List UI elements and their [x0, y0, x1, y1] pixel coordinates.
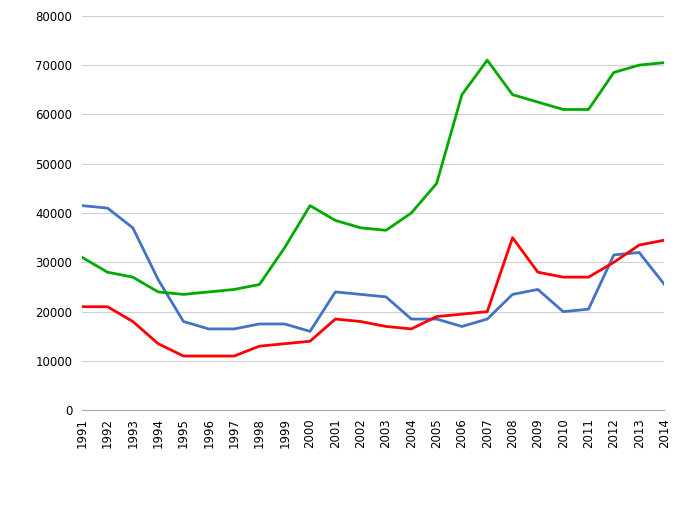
Tertiary: [78, 254, 86, 260]
Secondary I: [306, 328, 314, 335]
Secondary I: [78, 203, 86, 209]
Secondary I: [534, 286, 542, 292]
Secondary II: [230, 353, 238, 359]
Tertiary: [635, 62, 643, 68]
Tertiary: [432, 180, 440, 187]
Secondary I: [357, 291, 365, 298]
Secondary II: [432, 313, 440, 320]
Tertiary: [458, 92, 466, 98]
Tertiary: [508, 92, 516, 98]
Secondary II: [129, 318, 137, 325]
Tertiary: [230, 286, 238, 292]
Secondary II: [382, 323, 390, 330]
Secondary I: [230, 326, 238, 332]
Secondary I: [332, 289, 340, 295]
Secondary I: [483, 316, 491, 322]
Secondary II: [205, 353, 213, 359]
Tertiary: [129, 274, 137, 280]
Secondary I: [559, 308, 567, 315]
Secondary II: [103, 304, 112, 310]
Secondary II: [458, 311, 466, 317]
Tertiary: [205, 289, 213, 295]
Tertiary: [559, 106, 567, 113]
Secondary II: [78, 304, 86, 310]
Secondary I: [660, 281, 669, 288]
Tertiary: [357, 225, 365, 231]
Secondary I: [205, 326, 213, 332]
Tertiary: [332, 217, 340, 224]
Tertiary: [281, 245, 289, 251]
Tertiary: [179, 291, 188, 298]
Tertiary: [382, 227, 390, 234]
Secondary II: [559, 274, 567, 280]
Secondary I: [179, 318, 188, 325]
Secondary I: [103, 205, 112, 211]
Secondary I: [458, 323, 466, 330]
Secondary II: [508, 235, 516, 241]
Secondary I: [584, 306, 593, 312]
Secondary I: [508, 291, 516, 298]
Tertiary: [483, 57, 491, 63]
Line: Tertiary: Tertiary: [82, 60, 664, 295]
Secondary I: [432, 316, 440, 322]
Secondary II: [357, 318, 365, 325]
Secondary II: [610, 259, 618, 266]
Line: Secondary I: Secondary I: [82, 206, 664, 331]
Tertiary: [154, 289, 162, 295]
Tertiary: [306, 203, 314, 209]
Secondary II: [256, 343, 264, 349]
Tertiary: [103, 269, 112, 276]
Secondary II: [332, 316, 340, 322]
Secondary I: [635, 249, 643, 256]
Secondary II: [179, 353, 188, 359]
Secondary II: [635, 242, 643, 248]
Secondary II: [306, 338, 314, 345]
Tertiary: [256, 281, 264, 288]
Tertiary: [534, 99, 542, 105]
Secondary I: [407, 316, 415, 322]
Secondary I: [382, 294, 390, 300]
Secondary II: [584, 274, 593, 280]
Tertiary: [660, 59, 669, 66]
Secondary II: [281, 340, 289, 347]
Secondary II: [534, 269, 542, 276]
Secondary II: [483, 308, 491, 315]
Line: Secondary II: Secondary II: [82, 238, 664, 356]
Tertiary: [407, 210, 415, 216]
Secondary II: [660, 237, 669, 244]
Secondary I: [256, 321, 264, 327]
Secondary I: [281, 321, 289, 327]
Tertiary: [584, 106, 593, 113]
Secondary II: [407, 326, 415, 332]
Secondary I: [610, 252, 618, 258]
Secondary I: [154, 277, 162, 283]
Secondary I: [129, 225, 137, 231]
Secondary II: [154, 340, 162, 347]
Tertiary: [610, 69, 618, 76]
